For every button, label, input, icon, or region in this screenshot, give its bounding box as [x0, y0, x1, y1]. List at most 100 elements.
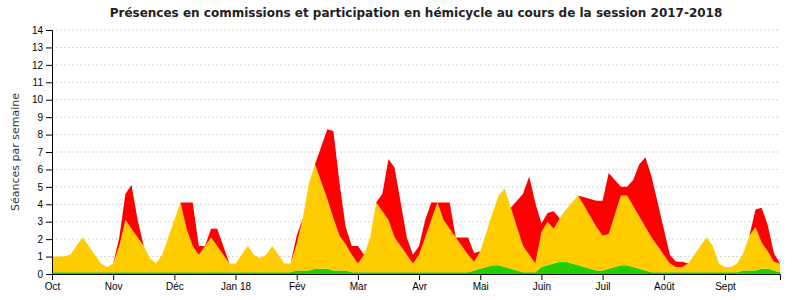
grid-line: [52, 134, 780, 135]
tick-label: 13: [32, 42, 44, 53]
y-tick: 3: [37, 216, 52, 227]
grid-line: [52, 99, 780, 100]
grid-line: [52, 117, 780, 118]
tick-mark: [541, 274, 542, 280]
y-axis: 01234567891011121314: [32, 25, 53, 280]
tick-mark: [480, 274, 481, 280]
y-tick: 14: [32, 25, 52, 36]
tick-mark: [358, 274, 359, 280]
tick-label: 6: [37, 164, 43, 175]
grid-line: [52, 186, 780, 187]
tick-mark: [46, 187, 52, 188]
x-tick: Mar: [350, 274, 368, 292]
x-tick: Oct: [45, 274, 61, 292]
tick-mark: [46, 274, 52, 275]
tick-label: 12: [32, 60, 44, 71]
y-tick: 1: [37, 251, 52, 262]
x-tick: Mai: [473, 274, 489, 292]
y-tick: 11: [33, 77, 52, 88]
tick-mark: [725, 274, 726, 280]
tick-mark: [46, 100, 52, 101]
plot-area: Oct Nov Déc Jan 18 Fév Mar Avr Mai Juin Juil Août S…: [32, 25, 781, 292]
y-tick: 12: [32, 60, 52, 71]
area: [52, 129, 780, 267]
tick-label: Jan 18: [221, 281, 251, 292]
tick-label: 8: [37, 129, 43, 140]
tick-label: Nov: [105, 281, 123, 292]
tick-label: 3: [37, 216, 43, 227]
tick-mark: [236, 274, 237, 280]
tick-label: 5: [37, 182, 43, 193]
tick-mark: [419, 274, 420, 280]
tick-label: Fév: [289, 281, 306, 292]
tick-label: Avr: [412, 281, 427, 292]
tick-label: Sept: [715, 281, 736, 292]
x-tick: Juil: [596, 274, 611, 292]
grid-line: [52, 221, 780, 222]
axis-line: [53, 275, 781, 281]
tick-label: 9: [37, 112, 43, 123]
tick-mark: [46, 82, 52, 83]
y-tick: 4: [37, 199, 52, 210]
tick-mark: [46, 222, 52, 223]
tick-mark: [46, 204, 52, 205]
tick-label: 2: [37, 234, 43, 245]
marks: [52, 129, 780, 274]
y-tick: 6: [37, 164, 52, 175]
y-tick: 13: [32, 42, 52, 53]
x-tick: Juin: [533, 274, 551, 292]
x-tick: Fév: [289, 274, 306, 292]
grid-line: [52, 204, 780, 205]
tick-mark: [113, 274, 114, 280]
tick-mark: [603, 274, 604, 280]
grid-line: [52, 82, 780, 83]
axis-line: [46, 31, 53, 275]
tick-mark: [174, 274, 175, 280]
tick-label: 11: [33, 77, 44, 88]
grid-line: [52, 47, 780, 48]
y-tick: 10: [32, 94, 52, 105]
title: Présences en commissions et participatio…: [110, 6, 723, 20]
grid-line: [52, 169, 780, 170]
grid-line: [52, 239, 780, 240]
tick-label: Juin: [533, 281, 551, 292]
grid-line: [52, 30, 780, 31]
y-tick: 7: [37, 147, 52, 158]
x-axis: Oct Nov Déc Jan 18 Fév Mar Avr Mai Juin Juil Août S…: [45, 274, 781, 292]
tick-label: Août: [654, 281, 675, 292]
tick-mark: [46, 117, 52, 118]
axis-title: Séances par semaine: [9, 93, 22, 211]
tick-mark: [664, 274, 665, 280]
x-tick: Avr: [412, 274, 427, 292]
tick-mark: [46, 239, 52, 240]
x-tick: Sept: [715, 274, 736, 292]
tick-mark: [46, 47, 52, 48]
y-tick: 9: [37, 112, 52, 123]
y-tick: 2: [37, 234, 52, 245]
tick-mark: [46, 257, 52, 258]
x-tick: Jan 18: [221, 274, 251, 292]
tick-mark: [46, 65, 52, 66]
tick-label: 1: [37, 251, 43, 262]
tick-label: Déc: [166, 281, 184, 292]
grid: [52, 30, 780, 274]
tick-label: 7: [37, 147, 43, 158]
tick-mark: [46, 30, 52, 31]
tick-label: 14: [32, 25, 44, 36]
tick-label: 4: [37, 199, 43, 210]
tick-label: Mai: [473, 281, 489, 292]
y-tick: 8: [37, 129, 52, 140]
tick-label: Mar: [350, 281, 368, 292]
tick-mark: [46, 152, 52, 153]
grid-line: [52, 64, 780, 65]
tick-mark: [46, 135, 52, 136]
tick-label: Juil: [596, 281, 611, 292]
grid-line: [52, 152, 780, 153]
tick-label: Oct: [45, 281, 61, 292]
y-tick: 0: [37, 269, 52, 280]
x-tick: Août: [654, 274, 675, 292]
chart: Oct Nov Déc Jan 18 Fév Mar Avr Mai Juin Juil Août S…: [0, 0, 800, 300]
y-tick: 5: [37, 182, 52, 193]
x-tick: Nov: [105, 274, 123, 292]
tick-mark: [297, 274, 298, 280]
